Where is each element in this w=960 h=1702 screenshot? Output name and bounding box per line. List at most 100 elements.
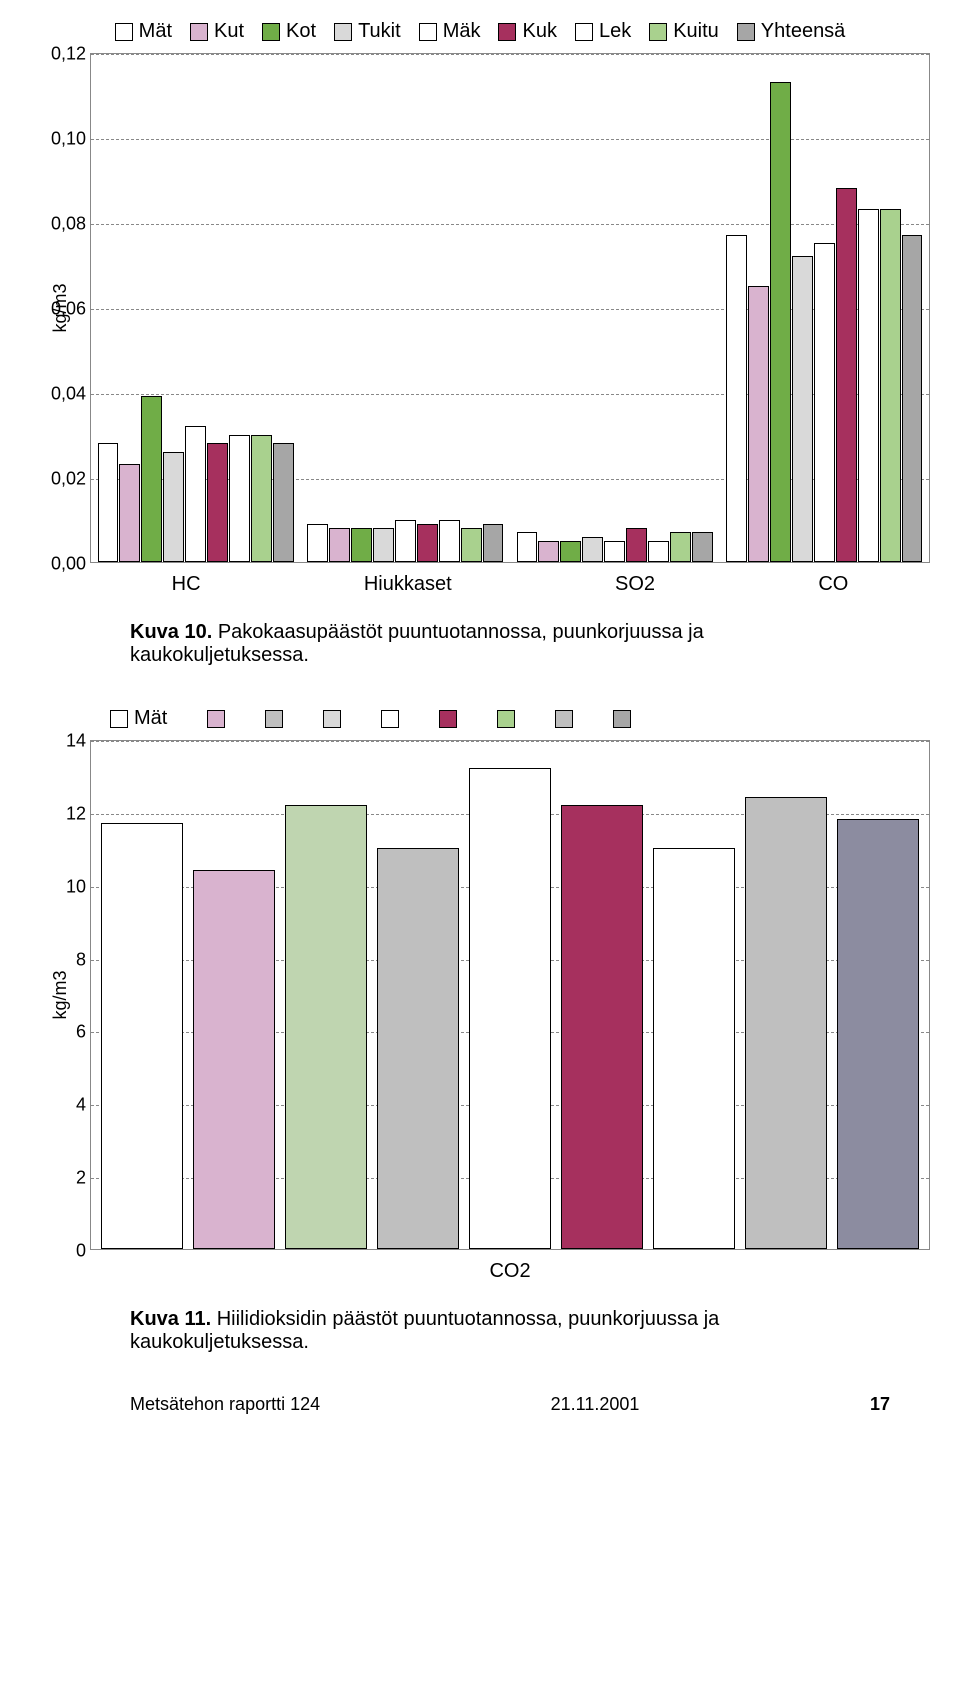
legend-item [439, 707, 457, 730]
bar [373, 528, 394, 562]
legend-label: Mät [139, 20, 172, 43]
legend-label: Kut [214, 20, 244, 43]
bar-group [720, 52, 930, 562]
caption2-bold: Kuva 11. [130, 1308, 211, 1330]
bar [670, 532, 691, 562]
legend-swatch [439, 710, 457, 728]
bar [417, 524, 438, 562]
ytick: 12 [36, 803, 86, 824]
plot-area [91, 52, 929, 562]
legend-swatch [498, 23, 516, 41]
xlabel: HC [172, 573, 201, 596]
caption1: Kuva 10. Pakokaasupäästöt puuntuotannoss… [130, 621, 870, 667]
legend-item [381, 707, 399, 730]
bar [119, 464, 140, 562]
ytick: 4 [36, 1095, 86, 1116]
ytick: 0,10 [36, 129, 86, 150]
legend-swatch [555, 710, 573, 728]
legend-swatch [334, 23, 352, 41]
legend-item [497, 707, 515, 730]
bar [251, 435, 272, 563]
legend-swatch [110, 710, 128, 728]
bar [561, 805, 643, 1249]
bar [185, 426, 206, 562]
ytick: 2 [36, 1168, 86, 1189]
bar [814, 243, 835, 562]
ytick: 0,02 [36, 469, 86, 490]
bar [329, 528, 350, 562]
bar [229, 435, 250, 563]
legend-item [613, 707, 631, 730]
bar [770, 82, 791, 562]
bar [858, 209, 879, 562]
ytick: 10 [36, 876, 86, 897]
legend-item [207, 707, 225, 730]
bar [745, 797, 827, 1249]
legend-swatch [115, 23, 133, 41]
bar [193, 870, 275, 1249]
legend-item [323, 707, 341, 730]
legend-label: Tukit [358, 20, 401, 43]
legend-swatch [265, 710, 283, 728]
bar [377, 848, 459, 1249]
xlabel: Hiukkaset [364, 573, 452, 596]
caption1-bold: Kuva 10. [130, 621, 212, 643]
bar [648, 541, 669, 562]
legend-item: Mäk [419, 20, 481, 43]
legend-label: Kuitu [673, 20, 719, 43]
bar [307, 524, 328, 562]
bar [285, 805, 367, 1249]
legend-swatch [419, 23, 437, 41]
legend-swatch [381, 710, 399, 728]
chart2-ylabel: kg/m3 [50, 970, 71, 1019]
bar [582, 537, 603, 563]
ytick: 8 [36, 949, 86, 970]
ytick: 0,08 [36, 214, 86, 235]
chart2: kg/m3 02468101214 [90, 740, 930, 1250]
bar [692, 532, 713, 562]
footer: Metsätehon raportti 124 21.11.2001 17 [130, 1394, 890, 1415]
bar [836, 188, 857, 562]
bar [604, 541, 625, 562]
ytick: 14 [36, 731, 86, 752]
legend-item: Mät [110, 707, 167, 730]
legend-label: Kot [286, 20, 316, 43]
bar-group [510, 52, 720, 562]
footer-left: Metsätehon raportti 124 [130, 1394, 320, 1415]
ytick: 0,04 [36, 384, 86, 405]
bar [395, 520, 416, 563]
legend-item [265, 707, 283, 730]
ytick: 6 [36, 1022, 86, 1043]
legend-swatch [737, 23, 755, 41]
legend-swatch [613, 710, 631, 728]
bar [726, 235, 747, 562]
bar [469, 768, 551, 1249]
legend-label: Kuk [522, 20, 556, 43]
bar-group [91, 52, 301, 562]
xlabel: SO2 [615, 573, 655, 596]
ytick: 0,00 [36, 554, 86, 575]
chart1-xlabels: HC Hiukkaset SO2 CO [90, 573, 930, 596]
xlabel: CO [818, 573, 848, 596]
bar [653, 848, 735, 1249]
bar [837, 819, 919, 1249]
bar [538, 541, 559, 562]
bar [273, 443, 294, 562]
chart2-legend: Mät [90, 707, 930, 730]
legend-label: Lek [599, 20, 631, 43]
bar [98, 443, 119, 562]
legend-swatch [575, 23, 593, 41]
chart1: kg/m3 0,000,020,040,060,080,100,12 [90, 53, 930, 563]
footer-mid: 21.11.2001 [551, 1394, 640, 1415]
legend-item [555, 707, 573, 730]
chart1-legend: MätKutKotTukitMäkKukLekKuituYhteensä [30, 20, 930, 43]
bar [461, 528, 482, 562]
bar [560, 541, 581, 562]
bar [517, 532, 538, 562]
legend-swatch [649, 23, 667, 41]
bar [748, 286, 769, 562]
ytick: 0 [36, 1241, 86, 1262]
ytick: 0,12 [36, 44, 86, 65]
footer-right: 17 [870, 1394, 890, 1415]
caption2: Kuva 11. Hiilidioksidin päästöt puuntuot… [130, 1308, 870, 1354]
